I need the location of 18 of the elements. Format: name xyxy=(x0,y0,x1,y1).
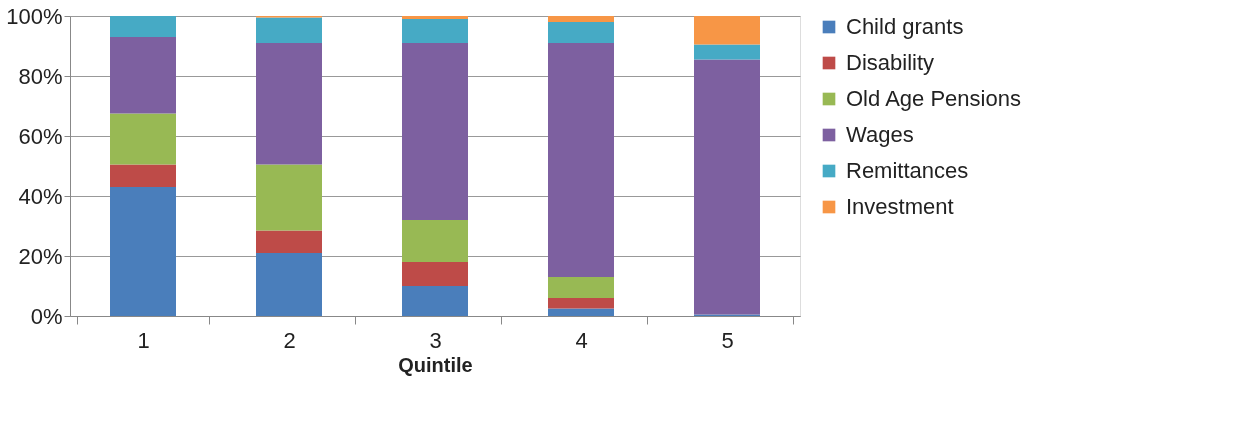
y-tick-label: 40% xyxy=(18,183,63,209)
legend-label: Child grants xyxy=(846,14,964,39)
legend-label: Investment xyxy=(846,194,954,219)
y-tick-label: 100% xyxy=(6,3,63,29)
legend-label: Wages xyxy=(846,122,914,147)
legend-label: Old Age Pensions xyxy=(846,86,1021,111)
x-tick-label: 1 xyxy=(137,327,150,353)
y-tick-label: 60% xyxy=(18,123,63,149)
x-tick-label: 3 xyxy=(429,327,442,353)
x-tick-label: 2 xyxy=(283,327,296,353)
x-tick-label: 4 xyxy=(575,327,588,353)
y-tick-label: 0% xyxy=(30,303,63,329)
x-tick-label: 5 xyxy=(721,327,734,353)
x-axis-title: Quintile xyxy=(398,353,473,376)
y-tick-label: 20% xyxy=(18,243,63,269)
y-tick-label: 80% xyxy=(18,63,63,89)
legend-label: Remittances xyxy=(846,158,969,183)
legend-label: Disability xyxy=(846,50,935,75)
